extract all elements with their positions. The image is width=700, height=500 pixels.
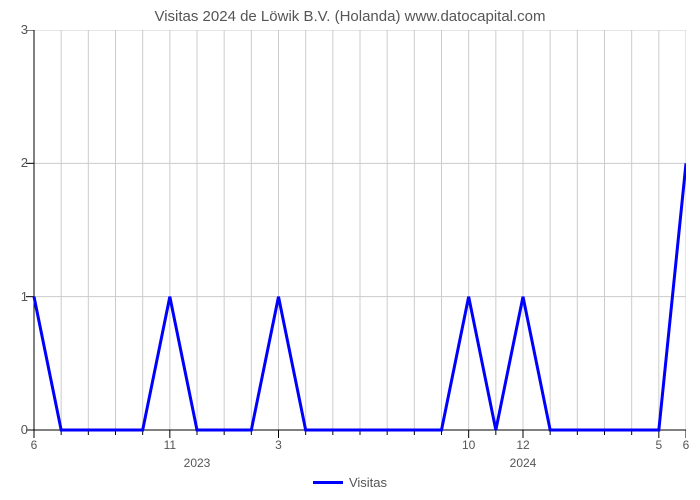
x-tick-label: 6 [683,438,690,452]
legend-label: Visitas [349,475,387,490]
plot-svg [22,30,686,442]
y-tick-label: 2 [8,155,28,170]
x-group-label: 2024 [510,456,537,470]
chart-title: Visitas 2024 de Löwik B.V. (Holanda) www… [0,8,700,25]
y-tick-label: 3 [8,22,28,37]
x-group-label: 2023 [184,456,211,470]
plot-area [34,30,686,430]
x-tick-label: 10 [462,438,475,452]
x-tick-label: 6 [31,438,38,452]
x-tick-label: 5 [655,438,662,452]
x-tick-label: 3 [275,438,282,452]
y-tick-label: 1 [8,289,28,304]
legend: Visitas [0,474,700,490]
y-tick-label: 0 [8,422,28,437]
x-tick-label: 11 [164,438,176,452]
visits-chart: Visitas 2024 de Löwik B.V. (Holanda) www… [0,0,700,500]
legend-swatch [313,481,343,484]
x-tick-label: 12 [516,438,529,452]
